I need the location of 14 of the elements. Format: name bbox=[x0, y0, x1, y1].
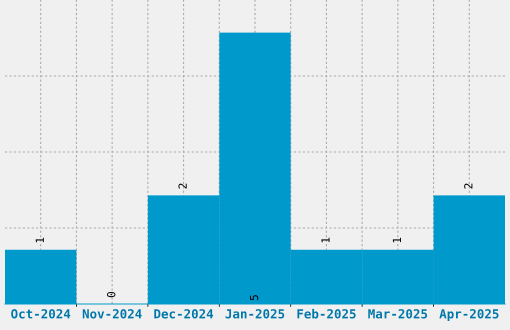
x-tick-label: Feb-2025 bbox=[297, 308, 356, 319]
x-tick-label: Jan-2025 bbox=[226, 309, 284, 319]
data-label: 2 bbox=[178, 184, 187, 189]
x-tick-label: Dec-2024 bbox=[154, 309, 214, 319]
data-label: 1 bbox=[392, 238, 401, 242]
data-label: 5 bbox=[250, 295, 258, 300]
data-label: 0 bbox=[106, 292, 116, 298]
data-label: 1 bbox=[321, 238, 330, 242]
x-tick-label: Oct-2024 bbox=[11, 309, 70, 319]
x-tick-label: Mar-2025 bbox=[368, 309, 428, 319]
data-label: 1 bbox=[36, 238, 44, 242]
x-tick-label: Apr-2025 bbox=[439, 309, 499, 321]
data-label: 2 bbox=[464, 184, 472, 189]
x-tick-label: Nov-2024 bbox=[82, 309, 142, 319]
